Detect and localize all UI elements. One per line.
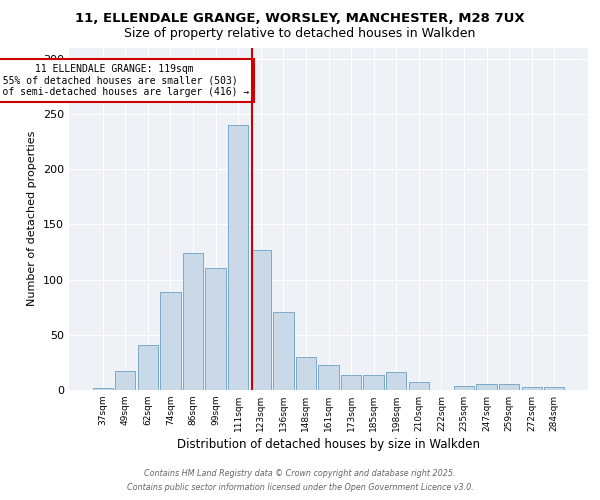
Bar [160,292,181,390]
Bar [319,364,338,390]
Bar [409,382,429,390]
Bar [454,386,474,390]
Bar [183,253,203,390]
Bar [341,374,361,390]
Text: 11, ELLENDALE GRANGE, WORSLEY, MANCHESTER, M28 7UX: 11, ELLENDALE GRANGE, WORSLEY, MANCHESTE… [75,12,525,26]
Text: 11 ELLENDALE GRANGE: 119sqm
← 55% of detached houses are smaller (503)
45% of se: 11 ELLENDALE GRANGE: 119sqm ← 55% of det… [0,64,249,98]
Bar [364,374,384,390]
Bar [251,250,271,390]
Bar [273,312,293,390]
X-axis label: Distribution of detached houses by size in Walkden: Distribution of detached houses by size … [177,438,480,451]
Bar [296,357,316,390]
Y-axis label: Number of detached properties: Number of detached properties [28,131,37,306]
Bar [499,384,519,390]
Bar [476,384,497,390]
Bar [205,268,226,390]
Bar [228,125,248,390]
Bar [92,388,113,390]
Text: Size of property relative to detached houses in Walkden: Size of property relative to detached ho… [124,28,476,40]
Bar [115,371,136,390]
Bar [386,372,406,390]
Bar [521,386,542,390]
Bar [138,344,158,390]
Bar [544,386,565,390]
Text: Contains public sector information licensed under the Open Government Licence v3: Contains public sector information licen… [127,484,473,492]
Text: Contains HM Land Registry data © Crown copyright and database right 2025.: Contains HM Land Registry data © Crown c… [144,468,456,477]
